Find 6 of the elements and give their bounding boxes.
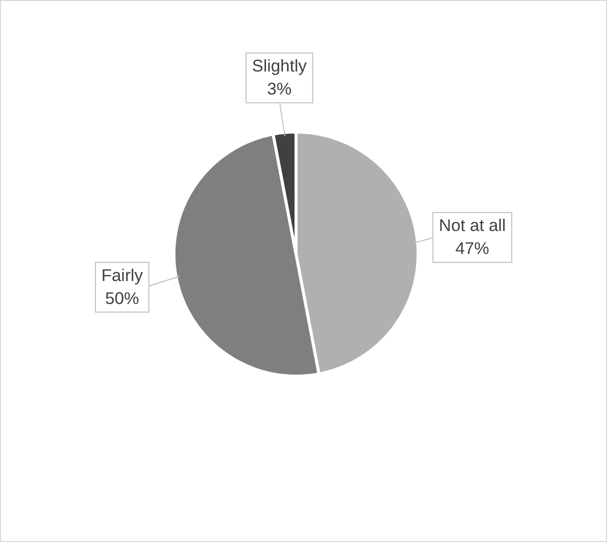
slice-label: Not at all — [438, 216, 506, 236]
slice-label: Slightly — [252, 56, 308, 76]
data-label: 3% — [267, 80, 292, 99]
data-label: 50% — [105, 288, 140, 308]
data-label: 47% — [455, 239, 490, 258]
slice-label: Fairly — [101, 266, 144, 285]
